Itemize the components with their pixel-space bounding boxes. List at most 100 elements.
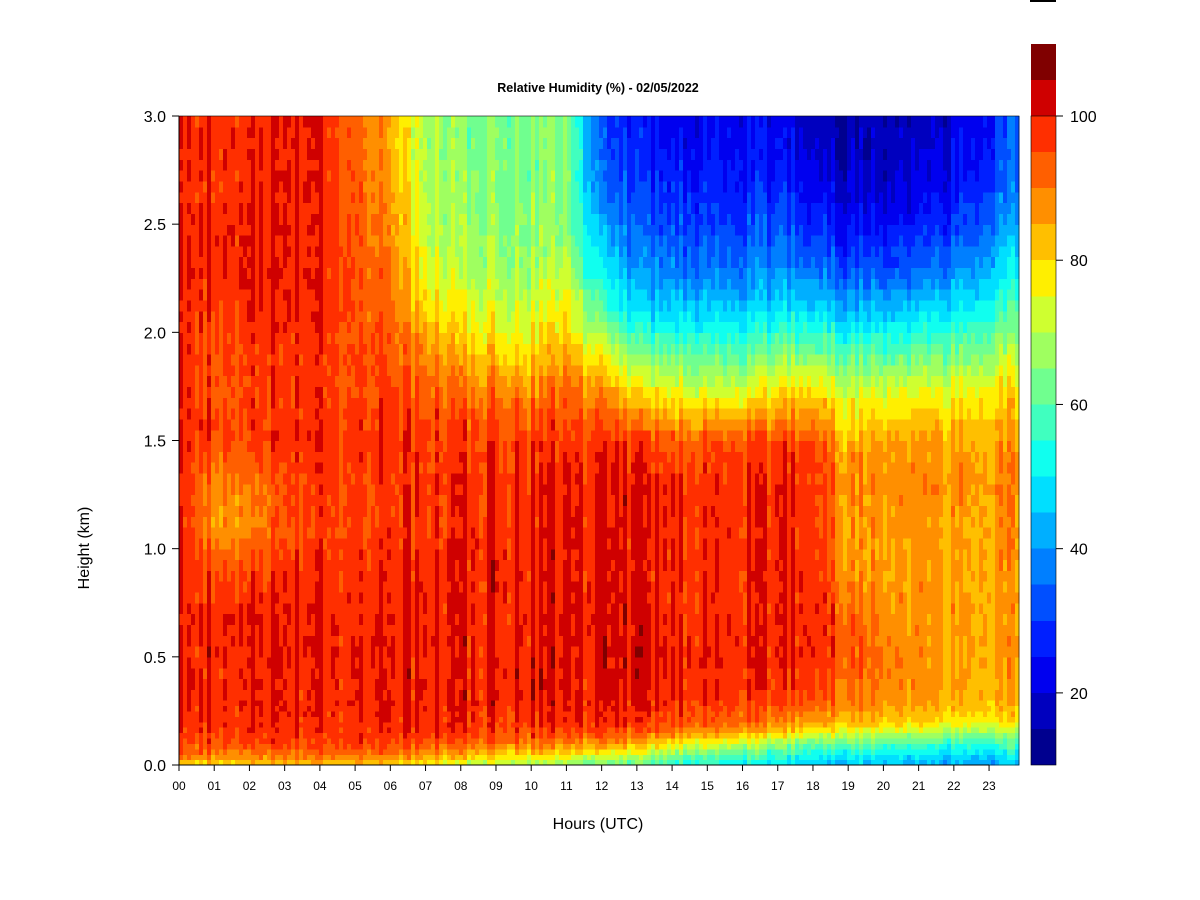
heatmap-cell (395, 310, 400, 323)
heatmap-cell (199, 364, 204, 377)
heatmap-cell (343, 159, 348, 171)
heatmap-cell (467, 537, 472, 550)
heatmap-cell (271, 678, 276, 690)
heatmap-cell (375, 483, 380, 496)
heatmap-cell (419, 716, 424, 723)
heatmap-cell (363, 613, 368, 625)
heatmap-cell (463, 148, 468, 160)
heatmap-cell (215, 494, 220, 506)
heatmap-cell (199, 537, 204, 550)
heatmap-cell (179, 721, 184, 728)
heatmap-cell (183, 451, 188, 463)
heatmap-cell (335, 418, 340, 431)
heatmap-cell (411, 646, 416, 658)
heatmap-cell (223, 159, 228, 171)
heatmap-cell (451, 700, 456, 707)
heatmap-cell (375, 624, 380, 636)
heatmap-cell (399, 705, 404, 712)
heatmap-cell (459, 754, 464, 761)
heatmap-cell (267, 748, 272, 755)
heatmap-cell (407, 191, 412, 204)
heatmap-cell (411, 191, 416, 204)
heatmap-cell (243, 364, 248, 377)
heatmap-cell (315, 570, 320, 582)
heatmap-cell (203, 256, 208, 269)
heatmap-cell (231, 386, 236, 398)
heatmap-cell (427, 727, 432, 734)
heatmap-cell (231, 451, 236, 463)
heatmap-cell (407, 721, 412, 728)
heatmap-cell (211, 299, 216, 312)
heatmap-cell (307, 646, 312, 658)
heatmap-cell (311, 581, 316, 593)
heatmap-cell (415, 581, 420, 593)
heatmap-cell (411, 213, 416, 225)
heatmap-cell (479, 737, 484, 744)
heatmap-cell (387, 700, 392, 707)
heatmap-cell (279, 256, 284, 269)
heatmap-cell (415, 613, 420, 625)
heatmap-cell (183, 440, 188, 452)
heatmap-cell (187, 716, 192, 723)
heatmap-cell (359, 451, 364, 463)
heatmap-cell (179, 743, 184, 750)
heatmap-cell (455, 148, 460, 160)
heatmap-cell (403, 602, 408, 615)
heatmap-cell (267, 689, 272, 701)
heatmap-cell (251, 224, 256, 236)
heatmap-cell (455, 364, 460, 377)
heatmap-cell (427, 180, 432, 193)
heatmap-cell (375, 245, 380, 258)
heatmap-cell (239, 170, 244, 182)
heatmap-cell (435, 440, 440, 452)
heatmap-cell (411, 462, 416, 474)
heatmap-cell (479, 700, 484, 707)
heatmap-cell (423, 624, 428, 636)
heatmap-cell (331, 180, 336, 193)
heatmap-cell (195, 256, 200, 269)
heatmap-cell (287, 310, 292, 323)
heatmap-cell (263, 505, 268, 517)
heatmap-cell (443, 202, 448, 214)
heatmap-cell (427, 353, 432, 366)
heatmap-cell (299, 759, 304, 766)
heatmap-cell (439, 299, 444, 312)
heatmap-cell (467, 646, 472, 658)
heatmap-cell (299, 375, 304, 388)
heatmap-cell (275, 451, 280, 463)
heatmap-cell (223, 737, 228, 744)
heatmap-cell (403, 364, 408, 377)
heatmap-cell (291, 705, 296, 712)
heatmap-cell (315, 472, 320, 485)
heatmap-cell (207, 397, 212, 409)
heatmap-cell (463, 548, 468, 561)
heatmap-cell (355, 137, 360, 150)
heatmap-cell (179, 126, 184, 139)
heatmap-cell (271, 137, 276, 150)
heatmap-cell (311, 537, 316, 550)
heatmap-cell (235, 667, 240, 680)
heatmap-cell (427, 418, 432, 431)
heatmap-cell (367, 613, 372, 625)
heatmap-cell (207, 418, 212, 431)
heatmap-cell (219, 613, 224, 625)
heatmap-cell (223, 700, 228, 707)
heatmap-cell (431, 159, 436, 171)
heatmap-cell (279, 494, 284, 506)
heatmap-cell (227, 472, 232, 485)
heatmap-cell (375, 191, 380, 204)
heatmap-cell (355, 516, 360, 528)
heatmap-cell (295, 364, 300, 377)
heatmap-cell (367, 678, 372, 690)
heatmap-cell (271, 375, 276, 388)
heatmap-cell (283, 570, 288, 582)
heatmap-cell (375, 375, 380, 388)
heatmap-cell (259, 321, 264, 333)
heatmap-cell (239, 289, 244, 301)
heatmap-cell (363, 483, 368, 496)
heatmap-cell (279, 375, 284, 388)
heatmap-cell (239, 202, 244, 214)
heatmap-cell (467, 202, 472, 214)
heatmap-cell (183, 126, 188, 139)
heatmap-cell (343, 678, 348, 690)
